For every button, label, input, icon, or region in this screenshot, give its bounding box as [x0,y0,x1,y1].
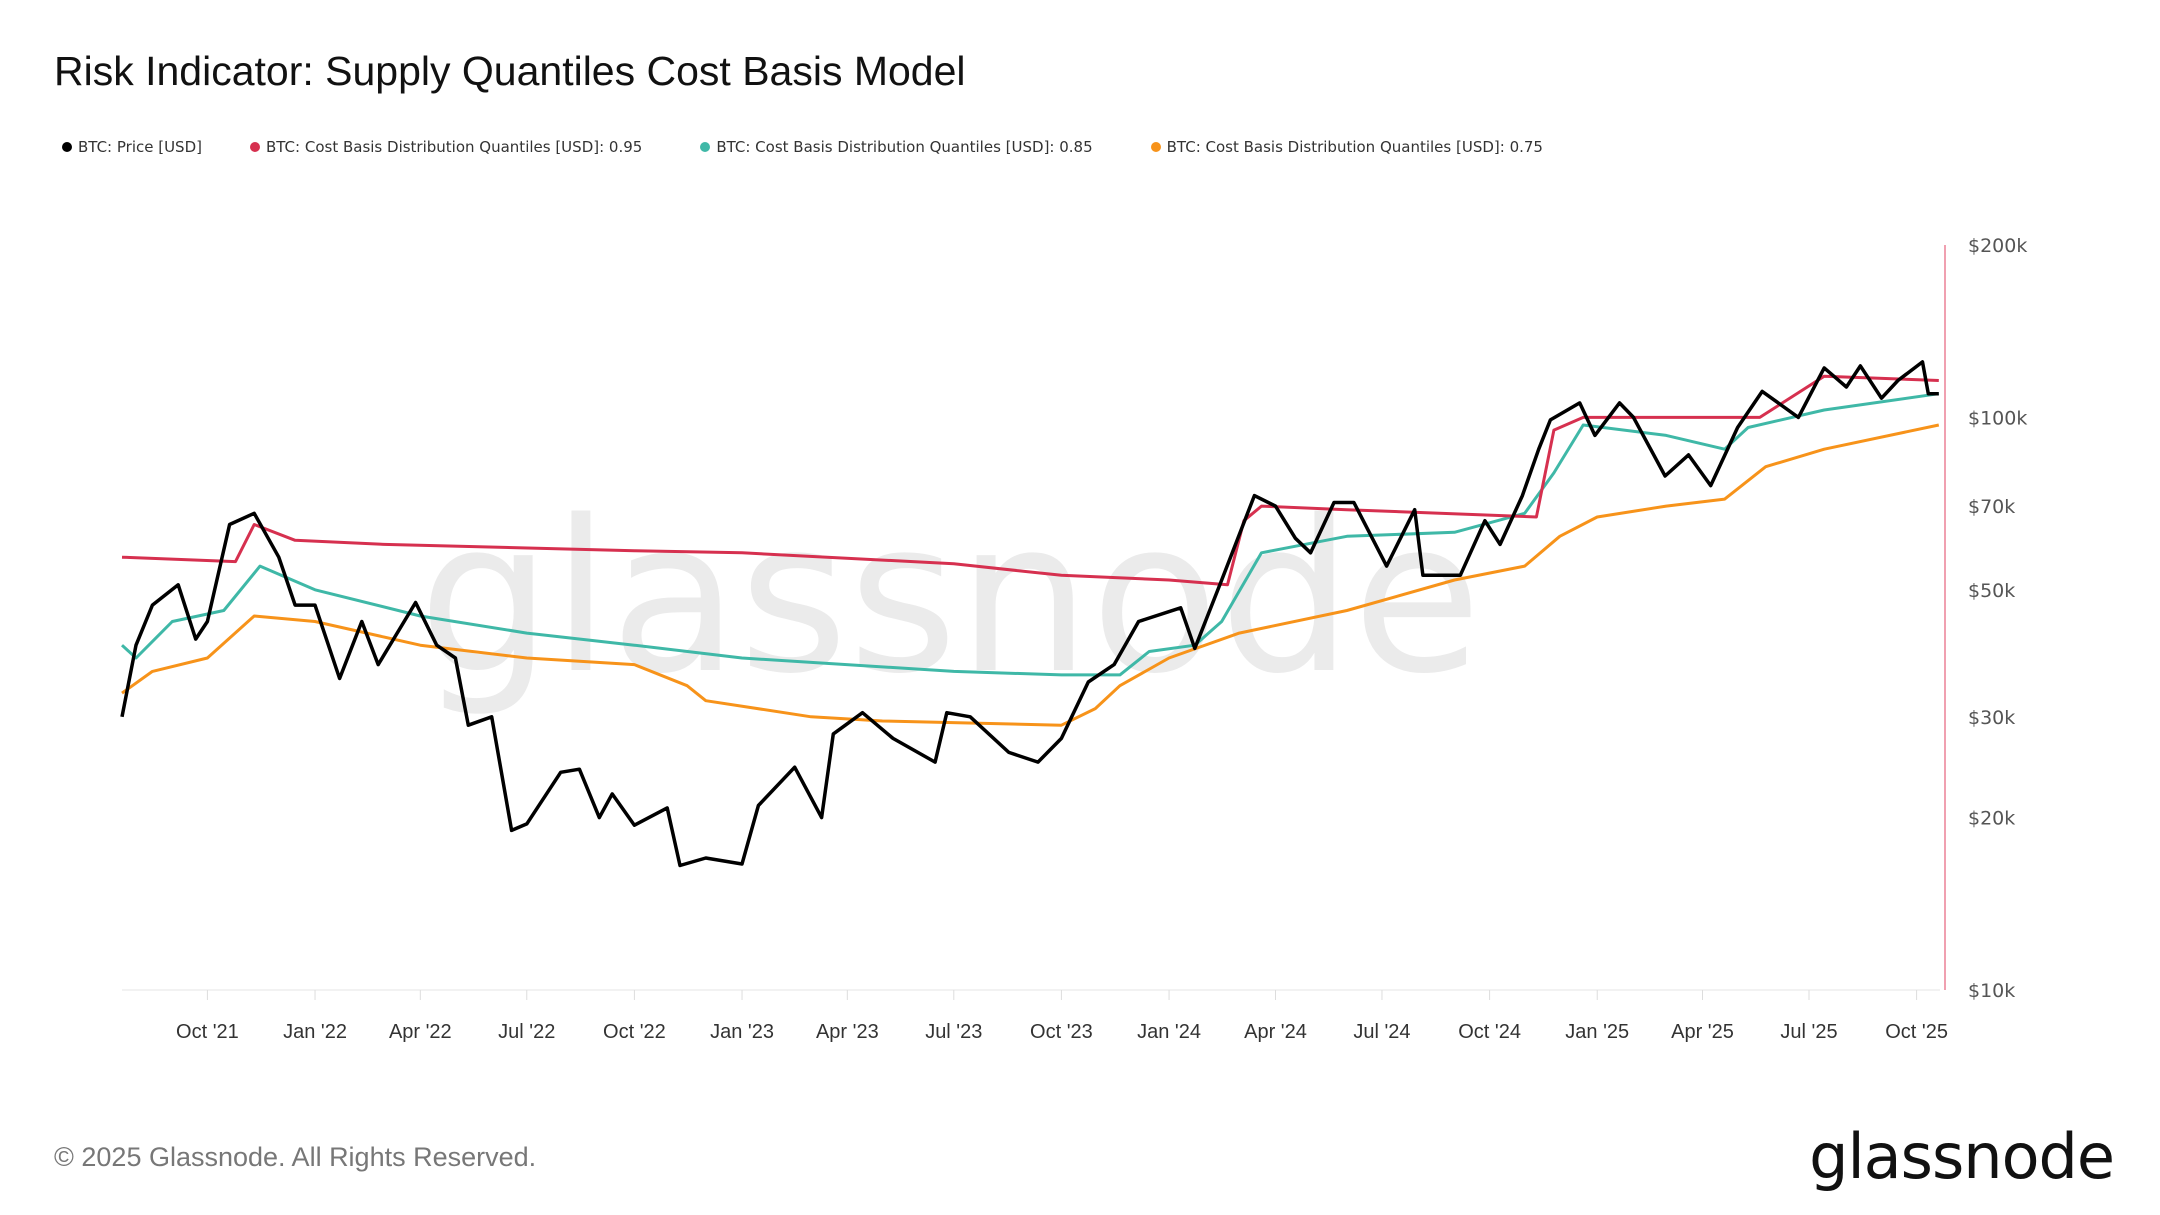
x-tick-label: Jan '25 [1565,1021,1629,1043]
y-tick-label: $30k [1968,707,2015,729]
x-tick-label: Apr '23 [816,1021,879,1043]
x-tick-label: Jul '22 [498,1021,555,1043]
x-tick-label: Jul '23 [925,1021,982,1043]
series-line-0 [120,360,1939,868]
legend: BTC: Price [USD] BTC: Cost Basis Distrib… [62,138,1591,156]
x-tick-label: Apr '24 [1244,1021,1307,1043]
series-line-1 [121,374,1939,587]
x-tick-label: Oct '21 [176,1021,239,1043]
copyright: © 2025 Glassnode. All Rights Reserved. [54,1142,537,1172]
glassnode-logo: glassnode [1809,1120,2115,1193]
x-tick-label: Jul '25 [1780,1021,1837,1043]
x-tick-label: Oct '23 [1030,1021,1093,1043]
series-line-2 [120,392,1940,677]
chart-title: Risk Indicator: Supply Quantiles Cost Ba… [54,48,966,94]
x-tick-label: Jul '24 [1353,1021,1410,1043]
y-tick-label: $100k [1968,407,2027,429]
watermark: glassnode [418,475,1481,720]
x-tick-label: Jan '23 [710,1021,774,1043]
legend-dot [1150,142,1161,152]
x-tick-label: Apr '22 [389,1021,452,1043]
y-tick-label: $10k [1968,980,2015,1002]
legend-dot [700,142,711,152]
legend-item-price[interactable]: BTC: Price [USD] [62,138,202,156]
legend-dot [62,142,72,152]
x-tick-label: Jan '22 [283,1021,347,1043]
legend-label: BTC: Cost Basis Distribution Quantiles [… [1166,138,1543,156]
y-tick-label: $50k [1968,580,2015,602]
legend-item-q075[interactable]: BTC: Cost Basis Distribution Quantiles [… [1150,138,1543,156]
y-tick-label: $200k [1968,235,2027,257]
legend-label: BTC: Price [USD] [78,138,202,156]
legend-dot [249,142,260,152]
x-tick-label: Apr '25 [1671,1021,1734,1043]
x-tick-label: Oct '24 [1458,1021,1521,1043]
x-tick-label: Jan '24 [1137,1021,1201,1043]
legend-item-q085[interactable]: BTC: Cost Basis Distribution Quantiles [… [700,138,1093,156]
series-line-3 [121,423,1940,727]
y-tick-label: $70k [1968,496,2015,518]
x-tick-label: Oct '25 [1885,1021,1948,1043]
legend-label: BTC: Cost Basis Distribution Quantiles [… [716,138,1093,156]
x-tick-label: Oct '22 [603,1021,666,1043]
legend-item-q095[interactable]: BTC: Cost Basis Distribution Quantiles [… [249,138,643,156]
y-tick-label: $20k [1968,808,2015,830]
legend-label: BTC: Cost Basis Distribution Quantiles [… [265,138,643,156]
